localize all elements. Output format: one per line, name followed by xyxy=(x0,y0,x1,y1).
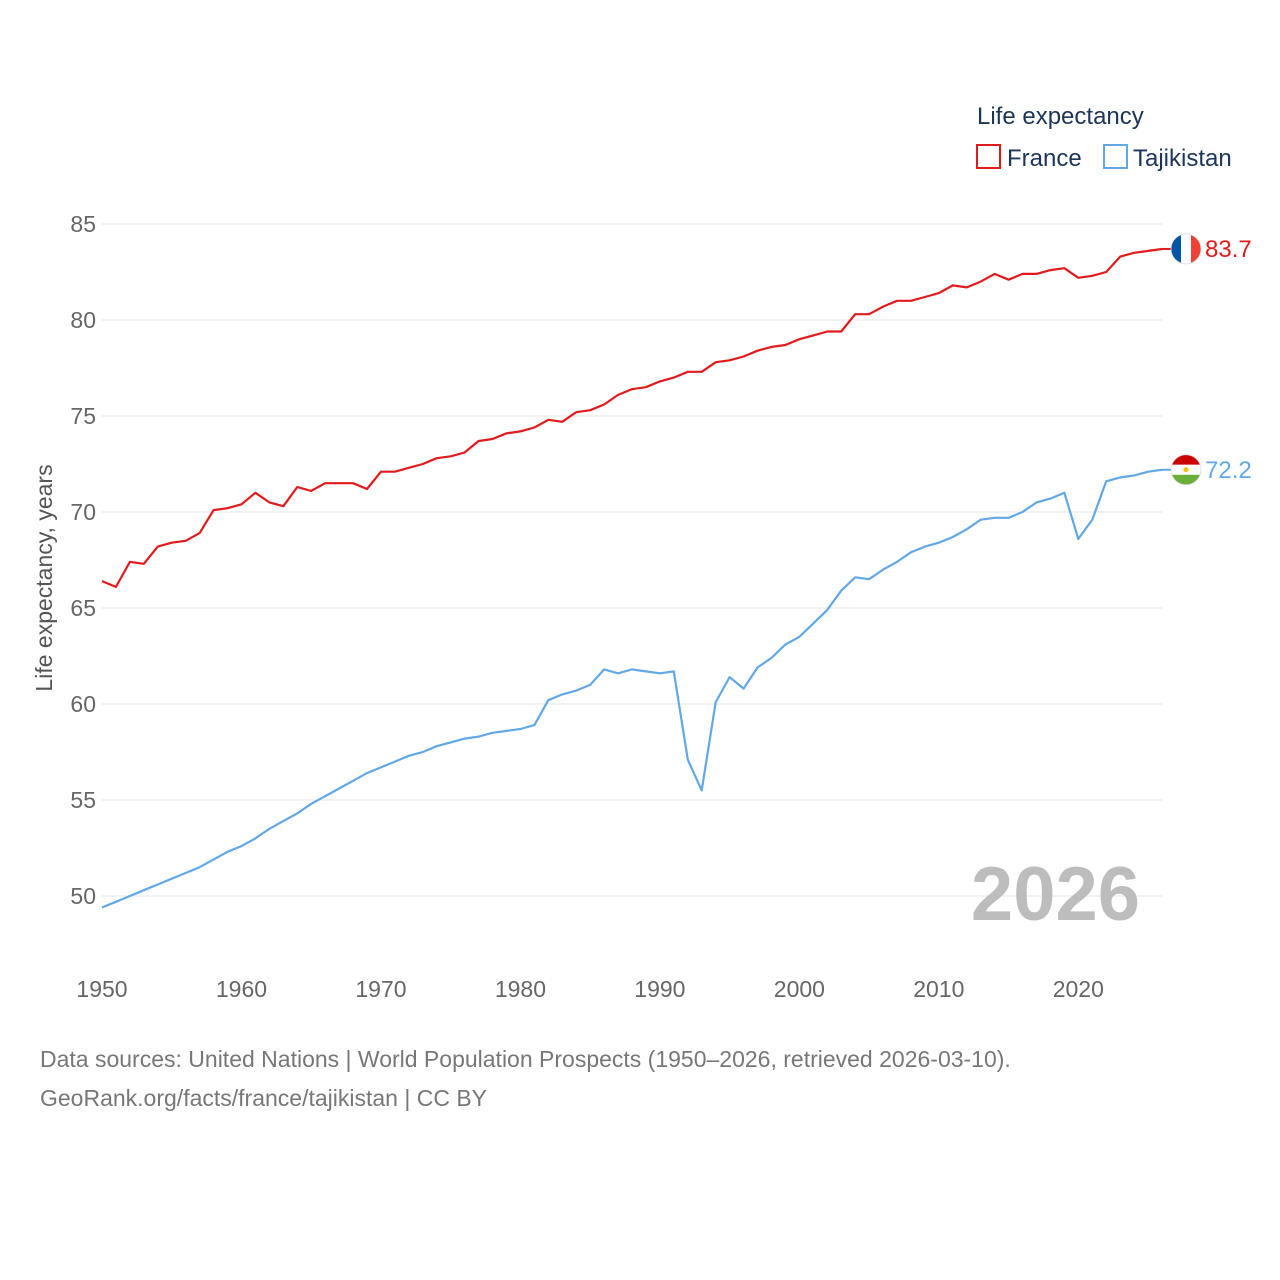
legend-label-tajikistan: Tajikistan xyxy=(1133,145,1232,172)
gridlines xyxy=(102,223,1162,897)
x-tick-label: 2020 xyxy=(1053,976,1104,1002)
flag-tajikistan-icon xyxy=(1170,454,1202,486)
flag-france-icon xyxy=(1170,233,1202,265)
x-tick-label: 1970 xyxy=(355,976,406,1002)
x-tick-label: 1980 xyxy=(495,976,546,1002)
legend: Life expectancy France Tajikistan xyxy=(976,103,1232,172)
y-tick-label: 65 xyxy=(70,595,96,621)
y-tick-label: 75 xyxy=(70,403,96,429)
y-tick-label: 50 xyxy=(70,883,96,909)
y-tick-label: 60 xyxy=(70,691,96,717)
x-tick-label: 1990 xyxy=(634,976,685,1002)
legend-swatch-france xyxy=(976,144,1001,169)
y-tick-label: 80 xyxy=(70,307,96,333)
y-axis-title: Life expectancy, years xyxy=(31,464,57,691)
credit-note[interactable]: GeoRank.org/facts/france/tajikistan | CC… xyxy=(40,1085,487,1111)
series-end-labels: 83.7 72.2 xyxy=(1162,233,1252,486)
x-tick-label: 2000 xyxy=(774,976,825,1002)
legend-title: Life expectancy xyxy=(977,103,1144,130)
x-tick-label: 1950 xyxy=(76,976,127,1002)
legend-label-france: France xyxy=(1007,145,1082,172)
series-lines xyxy=(101,247,1163,909)
end-value-label-france: 83.7 xyxy=(1205,236,1252,263)
end-value-label-tajikistan: 72.2 xyxy=(1205,457,1252,484)
series-line-tajikistan xyxy=(101,468,1163,909)
data-sources-note: Data sources: United Nations | World Pop… xyxy=(40,1046,1011,1072)
current-year-label: 2026 xyxy=(971,852,1140,937)
series-line-france xyxy=(101,247,1163,589)
y-axis-ticks: 50 55 60 65 70 75 80 85 xyxy=(70,211,96,909)
legend-item-france[interactable]: France xyxy=(976,144,1082,172)
y-tick-label: 70 xyxy=(70,499,96,525)
x-axis-ticks: 1950 1960 1970 1980 1990 2000 2010 2020 xyxy=(76,976,1103,1002)
x-tick-label: 2010 xyxy=(913,976,964,1002)
y-tick-label: 55 xyxy=(70,787,96,813)
x-tick-label: 1960 xyxy=(216,976,267,1002)
legend-item-tajikistan[interactable]: Tajikistan xyxy=(1103,144,1232,172)
legend-swatch-tajikistan xyxy=(1103,144,1128,169)
y-tick-label: 85 xyxy=(70,211,96,237)
